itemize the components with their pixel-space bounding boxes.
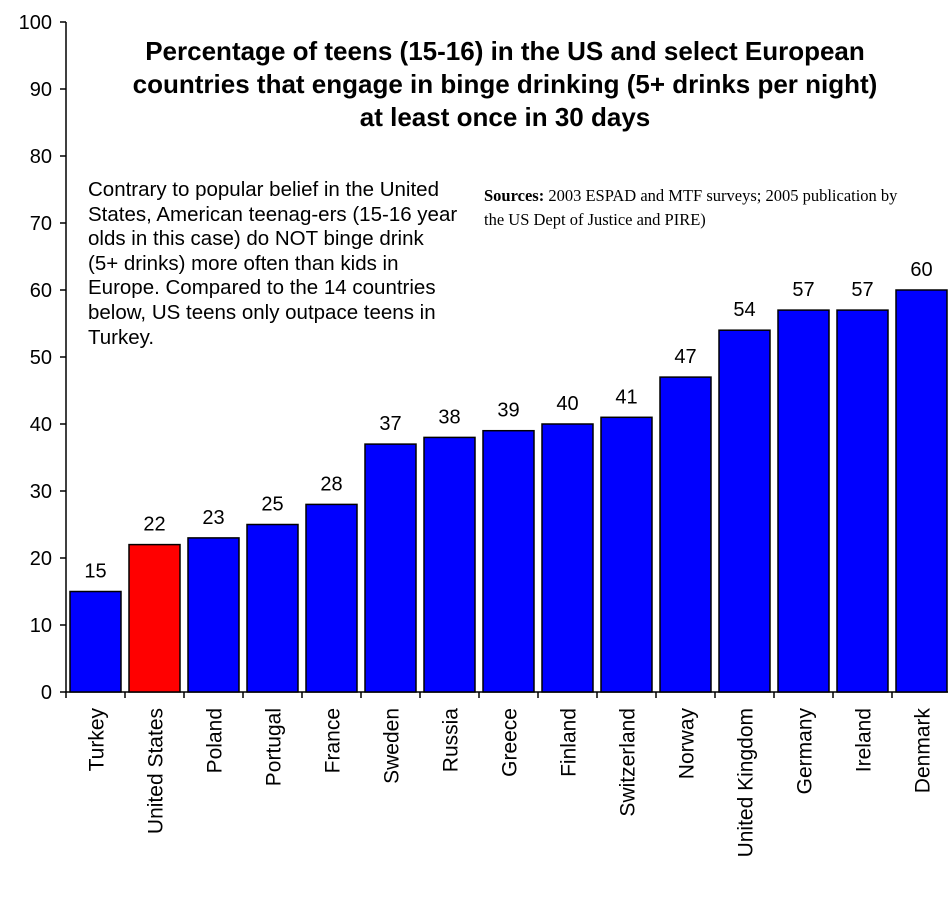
data-label: 15 <box>84 561 106 583</box>
category-label: Germany <box>794 708 817 795</box>
bar-denmark <box>895 289 948 693</box>
data-label: 57 <box>851 279 873 301</box>
data-label: 28 <box>320 473 342 495</box>
y-tick-label: 80 <box>30 146 52 168</box>
data-label: 38 <box>438 406 460 428</box>
data-label: 60 <box>910 259 932 281</box>
category-labels: Turkey United States Poland Portugal France S… <box>86 708 935 858</box>
category-label: Russia <box>440 708 463 773</box>
data-label: 22 <box>143 514 165 536</box>
bar-united-states <box>128 543 181 693</box>
y-axis: 0 10 20 30 40 50 60 70 80 90 100 <box>19 12 67 704</box>
category-label: Norway <box>676 708 699 780</box>
chart-title-line-1: Percentage of teens (15-16) in the US an… <box>145 36 865 66</box>
y-tick-label: 100 <box>19 12 52 34</box>
bar-sweden <box>364 443 417 693</box>
sources-label: Sources: <box>484 186 545 205</box>
data-labels: 15 22 23 25 28 37 38 39 40 41 47 54 57 57 60 <box>84 259 932 583</box>
data-label: 23 <box>202 507 224 529</box>
data-label: 25 <box>261 494 283 516</box>
bar-poland <box>187 537 240 693</box>
category-label: Poland <box>204 708 227 773</box>
bar-united-kingdom <box>718 329 771 693</box>
chart-title-line-2: countries that engage in binge drinking … <box>133 69 878 99</box>
bar-norway <box>659 376 712 693</box>
bar-france <box>305 503 358 693</box>
category-label: Sweden <box>381 708 404 784</box>
sources-note: Sources: 2003 ESPAD and MTF surveys; 200… <box>484 184 914 232</box>
data-label: 57 <box>792 279 814 301</box>
category-label: France <box>322 708 345 773</box>
bar-greece <box>482 429 535 693</box>
data-label: 37 <box>379 413 401 435</box>
y-tick-label: 0 <box>41 682 52 704</box>
annotation-note: Contrary to popular belief in the United… <box>88 178 458 349</box>
category-label: Turkey <box>86 708 109 772</box>
y-tick-label: 20 <box>30 548 52 570</box>
y-tick-label: 90 <box>30 79 52 101</box>
category-label: Greece <box>499 708 522 777</box>
category-label: Denmark <box>912 708 935 794</box>
sources-text: 2003 ESPAD and MTF surveys; 2005 publica… <box>484 186 898 229</box>
category-label: United States <box>145 708 168 834</box>
category-label: Ireland <box>853 708 876 772</box>
chart-title-line-3: at least once in 30 days <box>360 102 650 132</box>
data-label: 41 <box>615 386 637 408</box>
y-tick-label: 60 <box>30 280 52 302</box>
y-tick-label: 40 <box>30 414 52 436</box>
category-label: Portugal <box>263 708 286 786</box>
category-label: Switzerland <box>617 708 640 817</box>
category-label: Finland <box>558 708 581 777</box>
data-label: 47 <box>674 346 696 368</box>
bar-turkey <box>69 590 122 693</box>
bar-switzerland <box>600 416 653 693</box>
bar-ireland <box>836 309 889 693</box>
x-axis <box>65 691 948 698</box>
data-label: 54 <box>733 299 755 321</box>
bar-finland <box>541 423 594 693</box>
bars <box>69 289 948 693</box>
bar-russia <box>423 436 476 693</box>
y-tick-label: 50 <box>30 347 52 369</box>
y-tick-label: 10 <box>30 615 52 637</box>
data-label: 40 <box>556 393 578 415</box>
y-tick-label: 30 <box>30 481 52 503</box>
category-label: United Kingdom <box>735 708 758 857</box>
chart-title: Percentage of teens (15-16) in the US an… <box>133 36 878 132</box>
bar-portugal <box>246 523 299 693</box>
y-tick-label: 70 <box>30 213 52 235</box>
bar-germany <box>777 309 830 693</box>
data-label: 39 <box>497 400 519 422</box>
